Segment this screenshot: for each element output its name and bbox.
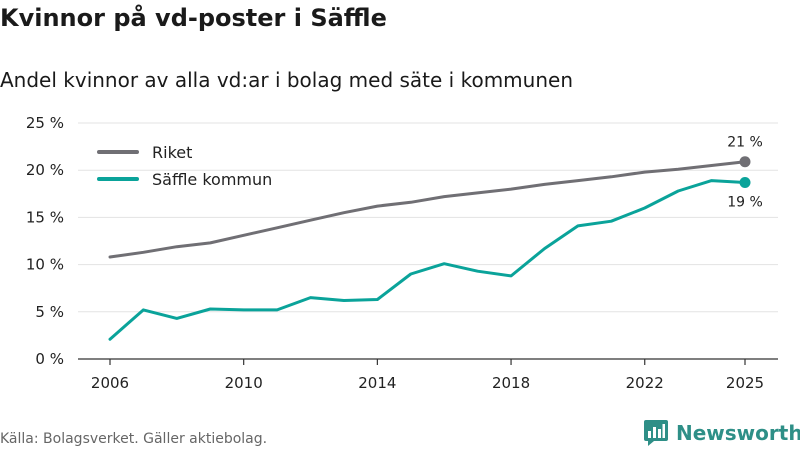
legend-label-riket: Riket xyxy=(152,143,192,162)
end-point-riket xyxy=(739,156,751,168)
line-chart: 0 % 5 % 10 % 15 % 20 % 25 % 2006 2010 2014 2018 20… xyxy=(26,114,778,392)
x-tick-label: 2025 xyxy=(726,374,764,392)
source-note: Källa: Bolagsverket. Gäller aktiebolag. xyxy=(0,431,268,447)
end-label-saffle: 19 % xyxy=(727,194,763,210)
data-labels: 21 % 19 % xyxy=(727,135,763,211)
chart-subtitle: Andel kvinnor av alla vd:ar i bolag med … xyxy=(0,68,573,92)
series-line-saffle xyxy=(108,179,747,341)
y-tick-label: 20 % xyxy=(26,161,64,179)
x-tick-label: 2022 xyxy=(626,374,664,392)
x-tick-label: 2010 xyxy=(225,374,263,392)
end-point-saffle xyxy=(739,176,751,188)
y-tick-label: 0 % xyxy=(35,350,64,368)
y-tick-label: 15 % xyxy=(26,208,64,226)
series-lines xyxy=(108,156,751,341)
x-tick-label: 2006 xyxy=(91,374,129,392)
y-tick-label: 10 % xyxy=(26,256,64,274)
series-line-riket xyxy=(108,160,747,259)
newsworthy-brand[interactable]: Newsworthy xyxy=(644,420,800,446)
legend: Riket Säffle kommun xyxy=(97,143,272,189)
x-tick-label: 2018 xyxy=(492,374,530,392)
end-label-riket: 21 % xyxy=(727,135,763,151)
y-tick-label: 5 % xyxy=(35,303,64,321)
chart-title: Kvinnor på vd-poster i Säffle xyxy=(0,4,387,32)
x-tick-label: 2014 xyxy=(358,374,396,392)
axes: 0 % 5 % 10 % 15 % 20 % 25 % 2006 2010 2014 2018 20… xyxy=(26,114,778,392)
brand-name: Newsworthy xyxy=(676,421,800,445)
newsworthy-logo-icon xyxy=(644,420,668,446)
y-tick-label: 25 % xyxy=(26,114,64,132)
legend-label-saffle: Säffle kommun xyxy=(152,170,272,189)
